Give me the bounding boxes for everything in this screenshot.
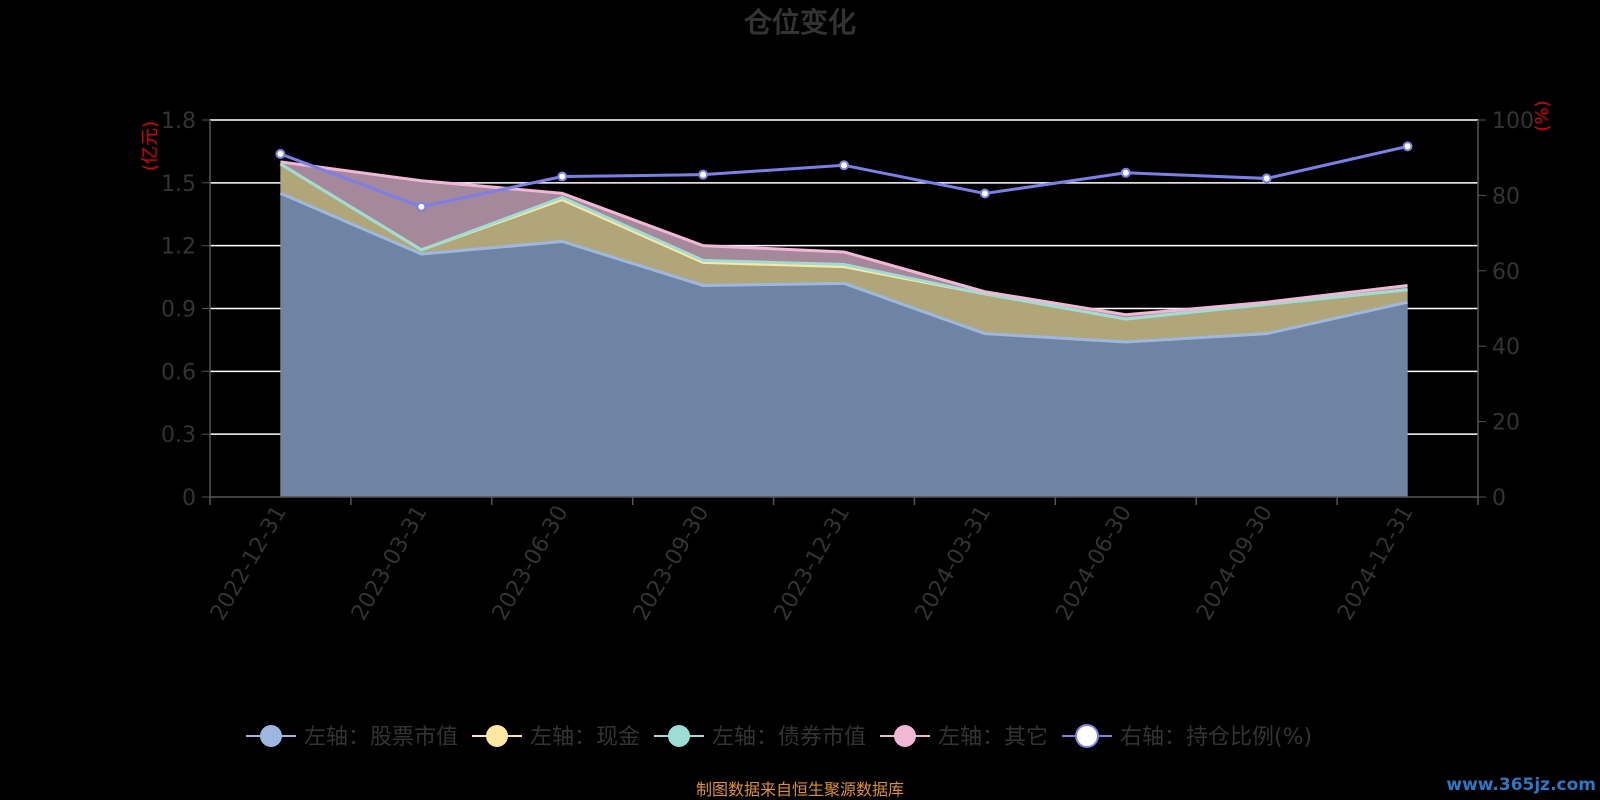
site-watermark: www.365jz.com [1446,775,1596,795]
right-axis-tick-label: 80 [1492,184,1520,209]
x-axis-tick-label: 2024-06-30 [1051,502,1137,625]
left-axis-tick-label: 0.6 [161,360,196,385]
data-point [979,188,990,199]
left-axis-tick-label: 0.3 [161,423,196,448]
x-axis-tick-label: 2023-09-30 [629,502,715,625]
right-axis-tick-label: 60 [1492,260,1520,285]
legend-label: 左轴：现金 [530,725,640,750]
legend-label: 左轴：债券市值 [712,725,866,750]
data-point [1261,173,1272,184]
left-axis-unit: (亿元) [140,121,161,171]
data-point [557,171,568,182]
legend-item[interactable]: 左轴：股票市值 [246,725,458,750]
legend-marker-icon [1075,724,1099,748]
legend-marker-icon [668,725,690,747]
x-axis-tick-label: 2023-12-31 [770,502,856,625]
data-point [839,160,849,171]
data-point [698,169,709,180]
legend-item[interactable]: 左轴：现金 [472,725,640,750]
right-axis-tick-label: 20 [1492,411,1520,436]
x-axis-tick-label: 2023-06-30 [488,502,574,625]
legend-marker-icon [486,725,508,747]
data-point [275,148,286,159]
x-axis-tick-label: 2023-03-31 [347,502,433,625]
area-series [279,160,1408,498]
legend-label: 左轴：股票市值 [304,725,458,750]
x-axis-tick-label: 2024-09-30 [1192,502,1278,625]
data-point [416,201,427,212]
right-axis-tick-label: 100 [1492,109,1534,134]
left-axis-tick-label: 0 [182,486,196,511]
left-axis-tick-label: 1.8 [161,109,196,134]
legend-marker-icon [894,725,916,747]
left-axis-tick-label: 0.9 [161,298,196,323]
data-point [1402,141,1413,152]
left-axis-tick-label: 1.5 [161,172,196,197]
data-point [1120,167,1131,178]
line-series [275,141,1413,212]
legend[interactable]: 左轴：股票市值 左轴：现金 左轴：债券市值 左轴：其它 右轴：持仓比例(%) [246,724,1312,750]
chart-title: 仓位变化 [744,6,856,39]
legend-label: 左轴：其它 [938,725,1048,750]
legend-marker-icon [260,725,282,747]
x-axis-tick-label: 2024-12-31 [1333,502,1419,625]
series-line [279,191,1408,344]
legend-label: 右轴：持仓比例(%) [1120,725,1312,750]
legend-item[interactable]: 右轴：持仓比例(%) [1062,724,1312,750]
x-axis-tick-label: 2022-12-31 [206,502,292,625]
right-axis-tick-label: 40 [1492,335,1520,360]
series-line [280,160,1408,317]
legend-item[interactable]: 左轴：其它 [880,725,1048,750]
area-fill [280,193,1408,498]
right-axis-unit: (%) [1532,100,1553,131]
right-axis-tick-label: 0 [1492,486,1506,511]
data-source-note: 制图数据来自恒生聚源数据库 [696,780,904,799]
series-line [279,162,1408,321]
x-axis-tick-label: 2024-03-31 [911,502,997,625]
legend-item[interactable]: 左轴：债券市值 [654,725,866,750]
left-axis-tick-label: 1.2 [161,235,196,260]
